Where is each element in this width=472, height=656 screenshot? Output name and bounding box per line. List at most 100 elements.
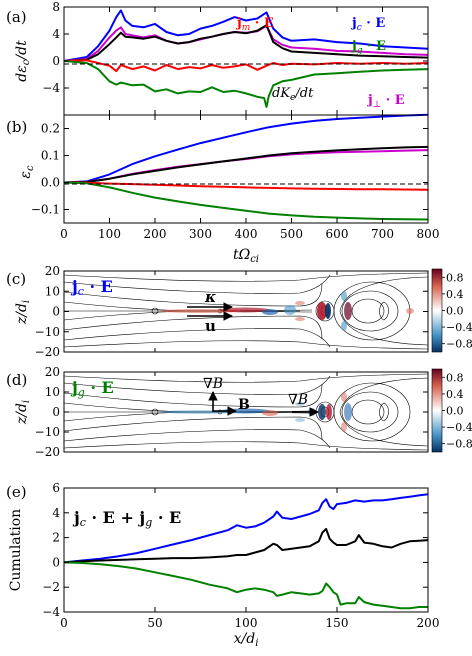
ytick-label: 6 bbox=[52, 481, 60, 495]
xtick-label: 200 bbox=[417, 616, 440, 630]
panel-d-field-lines bbox=[64, 373, 428, 451]
series-line-3 bbox=[63, 59, 429, 73]
ytick-label: −0.1 bbox=[31, 203, 60, 217]
colorbar-tick-label: −0.8 bbox=[446, 438, 472, 451]
panel-c-colorbar-ticks: 0.8 0.4 0.0 −0.4 −0.8 bbox=[442, 271, 472, 351]
xtick-label: 400 bbox=[235, 227, 258, 241]
series-line-4 bbox=[63, 60, 429, 108]
ytick-label: 8 bbox=[52, 0, 60, 14]
colorbar-tick-label: 0.0 bbox=[446, 405, 464, 418]
panel-e-xlabel: x/di bbox=[234, 631, 259, 649]
series-line-4 bbox=[63, 181, 429, 221]
panel-a-series bbox=[63, 9, 429, 108]
panel-c-field-label: jc · E bbox=[70, 277, 113, 298]
xtick-label: 700 bbox=[371, 227, 394, 241]
ytick-label: 0.2 bbox=[41, 122, 60, 136]
series-line-2 bbox=[63, 561, 428, 610]
colorbar-tick-label: 0.8 bbox=[446, 371, 464, 384]
panel-c-label: (c) bbox=[6, 270, 26, 288]
xtick-label: 0 bbox=[60, 227, 68, 241]
panel-c-yticks: −20 −10 0 10 20 bbox=[35, 264, 429, 359]
xtick-label: 200 bbox=[144, 227, 167, 241]
series-line-0 bbox=[63, 9, 429, 62]
series-line-0 bbox=[63, 493, 429, 564]
panel-e-yticks: −4 −2 0 2 4 6 bbox=[42, 481, 428, 619]
series-line-2 bbox=[63, 24, 429, 62]
panel-d-label: (d) bbox=[6, 371, 27, 389]
ytick-label: 0.1 bbox=[41, 149, 60, 163]
xtick-label: 50 bbox=[147, 616, 162, 630]
ytick-label: −10 bbox=[35, 425, 60, 439]
kappa-label: κ bbox=[204, 288, 216, 306]
panel-e: (e) Cumulation −4 −2 0 2 4 6 0 50 100 150 200 x/d… bbox=[6, 481, 439, 649]
panel-b-yticks: −0.1 0.0 0.1 0.2 bbox=[31, 122, 428, 217]
b-label: B bbox=[238, 397, 250, 413]
panel-e-frame bbox=[63, 487, 429, 613]
series-line-0 bbox=[63, 113, 429, 184]
xtick-label: 0 bbox=[60, 616, 68, 630]
panel-b-xticks: 0 100 200 300 400 500 600 700 800 bbox=[60, 115, 439, 241]
panel-c-field bbox=[64, 272, 428, 350]
colorbar-tick-label: 0.0 bbox=[446, 305, 464, 318]
panel-e-title: jc · E + jg · E bbox=[72, 508, 181, 529]
ytick-label: −4 bbox=[42, 81, 60, 95]
panel-a-label: (a) bbox=[6, 8, 27, 26]
ytick-label: 4 bbox=[52, 506, 60, 520]
ytick-label: −10 bbox=[35, 325, 60, 339]
panel-d-ylabel: z/di bbox=[14, 400, 32, 425]
xtick-label: 500 bbox=[280, 227, 303, 241]
ytick-label: 0 bbox=[52, 305, 60, 319]
panel-e-series bbox=[63, 493, 429, 610]
ytick-label: −2 bbox=[42, 580, 60, 594]
panel-d-yticks: −20 −10 0 10 20 bbox=[35, 365, 429, 459]
legend-jc: jc · E bbox=[351, 16, 385, 33]
colorbar-tick-label: −0.4 bbox=[446, 321, 472, 334]
panel-c-ylabel: z/di bbox=[14, 300, 32, 325]
legend-jperp: j⊥ · E bbox=[367, 93, 405, 110]
panel-e-label: (e) bbox=[6, 483, 27, 501]
ytick-label: −20 bbox=[35, 445, 60, 459]
panel-e-ylabel: Cumulation bbox=[8, 509, 24, 591]
panel-d-field-label: jg · E bbox=[70, 378, 114, 399]
ytick-label: 0 bbox=[52, 555, 60, 569]
ytick-label: −20 bbox=[35, 345, 60, 359]
panel-b-xlabel: tΩci bbox=[233, 247, 259, 265]
xtick-label: 100 bbox=[235, 616, 258, 630]
series-line-1 bbox=[63, 527, 429, 564]
ytick-label: 10 bbox=[45, 385, 60, 399]
panel-c-colorbar bbox=[431, 268, 443, 353]
ytick-label: 10 bbox=[45, 284, 60, 298]
colorbar-tick-label: −0.4 bbox=[446, 421, 472, 434]
legend-jg: jg · E bbox=[351, 39, 386, 56]
xtick-label: 600 bbox=[326, 227, 349, 241]
colorbar-tick-label: 0.8 bbox=[446, 271, 464, 284]
ytick-label: 0 bbox=[52, 405, 60, 419]
panel-d-colorbar-ticks: 0.8 0.4 0.0 −0.4 −0.8 bbox=[442, 371, 472, 451]
xtick-label: 800 bbox=[417, 227, 440, 241]
u-label: u bbox=[205, 317, 216, 335]
panel-a-ylabel: dεc/dt bbox=[14, 40, 32, 82]
xtick-label: 150 bbox=[326, 616, 349, 630]
panel-b-frame bbox=[63, 114, 429, 224]
gradb-label-2: ∇B bbox=[288, 392, 308, 408]
panel-a-yticks: −4 0 4 8 bbox=[42, 0, 429, 116]
ytick-label: 4 bbox=[52, 27, 60, 41]
panel-b-ylabel: εc bbox=[18, 165, 36, 179]
xtick-label: 100 bbox=[98, 227, 121, 241]
panel-b-series bbox=[63, 113, 429, 221]
panel-b-label: (b) bbox=[6, 118, 27, 136]
ytick-label: 20 bbox=[45, 264, 60, 278]
ytick-label: 0 bbox=[52, 54, 60, 68]
colorbar-tick-label: −0.8 bbox=[446, 338, 472, 351]
panel-b: (b) εc −0.1 0.0 0.1 0.2 0 100 200 300 400 500 600… bbox=[6, 113, 439, 265]
panel-e-xticks: 0 50 100 150 200 bbox=[60, 488, 439, 630]
colorbar-tick-label: 0.4 bbox=[446, 388, 464, 401]
gradb-label-1: ∇B bbox=[203, 376, 223, 392]
ytick-label: 2 bbox=[52, 531, 60, 545]
xtick-label: 300 bbox=[189, 227, 212, 241]
colorbar-tick-label: 0.4 bbox=[446, 288, 464, 301]
panel-c-field-intensity bbox=[160, 291, 414, 331]
